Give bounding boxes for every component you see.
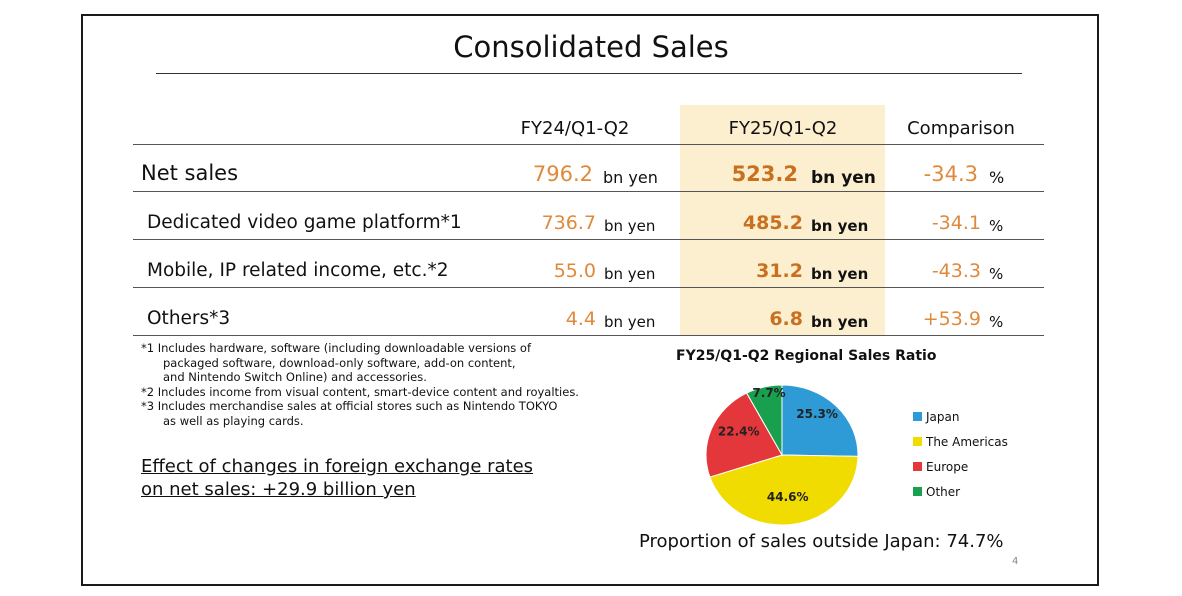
pie-slice-japan — [781, 384, 859, 457]
legend-item: Japan — [913, 404, 1008, 429]
legend-label: Other — [926, 484, 961, 499]
table-row-label: Mobile, IP related income, etc.*2 — [147, 260, 449, 281]
legend-item: Other — [913, 479, 1008, 504]
fy24-value: 55.0 — [553, 260, 596, 282]
footnote-1-line-2: packaged software, download-only softwar… — [163, 355, 516, 370]
pie-slice-the-americas — [709, 454, 859, 526]
table-rule — [133, 191, 1044, 192]
table-row-label: Dedicated video game platform*1 — [147, 212, 462, 233]
legend-label: Europe — [926, 459, 969, 474]
pie-data-label: 7.7% — [752, 386, 785, 400]
fy25-unit: bn yen — [811, 217, 869, 235]
slide-frame — [81, 14, 1099, 586]
fy24-unit: bn yen — [604, 313, 656, 331]
legend-swatch — [913, 412, 922, 421]
table-rule — [133, 287, 1044, 288]
footnote-2-line-1: *2 Includes income from visual content, … — [141, 384, 579, 399]
table-row-label: Net sales — [141, 161, 239, 185]
fy24-value: 4.4 — [565, 308, 596, 330]
fx-effect-line-2: on net sales: +29.9 billion yen — [141, 479, 416, 500]
fy25-unit: bn yen — [811, 168, 876, 188]
column-header-fy25: FY25/Q1-Q2 — [728, 118, 838, 139]
legend-swatch — [913, 462, 922, 471]
fy25-value: 485.2 — [742, 212, 803, 234]
fy24-unit: bn yen — [604, 265, 656, 283]
fy24-value: 736.7 — [541, 212, 596, 234]
fy25-column-highlight — [680, 105, 885, 336]
column-header-fy24: FY24/Q1-Q2 — [520, 118, 630, 139]
title-divider — [156, 73, 1022, 74]
legend-item: The Americas — [913, 429, 1008, 454]
comparison-unit: % — [989, 313, 1004, 331]
comparison-unit: % — [989, 217, 1004, 235]
pie-slice-europe — [705, 392, 783, 478]
pie-legend: Japan The Americas Europe Other — [913, 404, 1008, 504]
proportion-outside-japan: Proportion of sales outside Japan: 74.7% — [639, 531, 1004, 552]
pie-slice-other — [745, 384, 783, 457]
table-rule — [133, 239, 1044, 240]
comparison-value: +53.9 — [922, 308, 981, 330]
fy25-value: 31.2 — [756, 260, 803, 282]
comparison-value: -43.3 — [931, 260, 981, 282]
slide-title: Consolidated Sales — [453, 30, 729, 64]
footnote-1-line-1: *1 Includes hardware, software (includin… — [141, 341, 531, 355]
legend-swatch — [913, 437, 922, 446]
comparison-value: -34.1 — [931, 212, 981, 234]
pie-data-label: 25.3% — [796, 407, 838, 421]
fx-effect-line-1: Effect of changes in foreign exchange ra… — [141, 456, 534, 477]
comparison-unit: % — [989, 168, 1005, 187]
pie-chart-title: FY25/Q1-Q2 Regional Sales Ratio — [676, 348, 937, 364]
legend-label: Japan — [926, 409, 960, 424]
fy25-unit: bn yen — [811, 265, 869, 283]
legend-item: Europe — [913, 454, 1008, 479]
pie-data-label: 22.4% — [718, 424, 760, 438]
fy25-value: 6.8 — [769, 308, 803, 330]
fx-effect-note: Effect of changes in foreign exchange ra… — [141, 455, 533, 501]
fy24-value: 796.2 — [532, 162, 593, 186]
pie-data-label: 44.6% — [767, 490, 809, 504]
table-rule — [133, 144, 1044, 145]
legend-swatch — [913, 487, 922, 496]
legend-label: The Americas — [926, 434, 1008, 449]
fy24-unit: bn yen — [603, 168, 658, 187]
footnote-3-line-1: *3 Includes merchandise sales at officia… — [141, 399, 558, 414]
table-rule — [133, 335, 1044, 336]
table-row-label: Others*3 — [147, 308, 231, 329]
column-header-comparison: Comparison — [907, 118, 1015, 139]
fy25-unit: bn yen — [811, 313, 869, 331]
fy25-value: 523.2 — [731, 162, 798, 186]
regional-sales-pie-chart: 25.3% 44.6% 22.4% 7.7% — [705, 384, 859, 526]
fy24-unit: bn yen — [604, 217, 656, 235]
page-number: 4 — [1012, 556, 1019, 567]
comparison-unit: % — [989, 265, 1004, 283]
footnote-3-line-2: as well as playing cards. — [163, 413, 304, 428]
comparison-value: -34.3 — [923, 162, 978, 186]
footnote-1-line-3: and Nintendo Switch Online) and accessor… — [163, 370, 427, 385]
footnotes: *1 Includes hardware, software (includin… — [141, 341, 579, 429]
